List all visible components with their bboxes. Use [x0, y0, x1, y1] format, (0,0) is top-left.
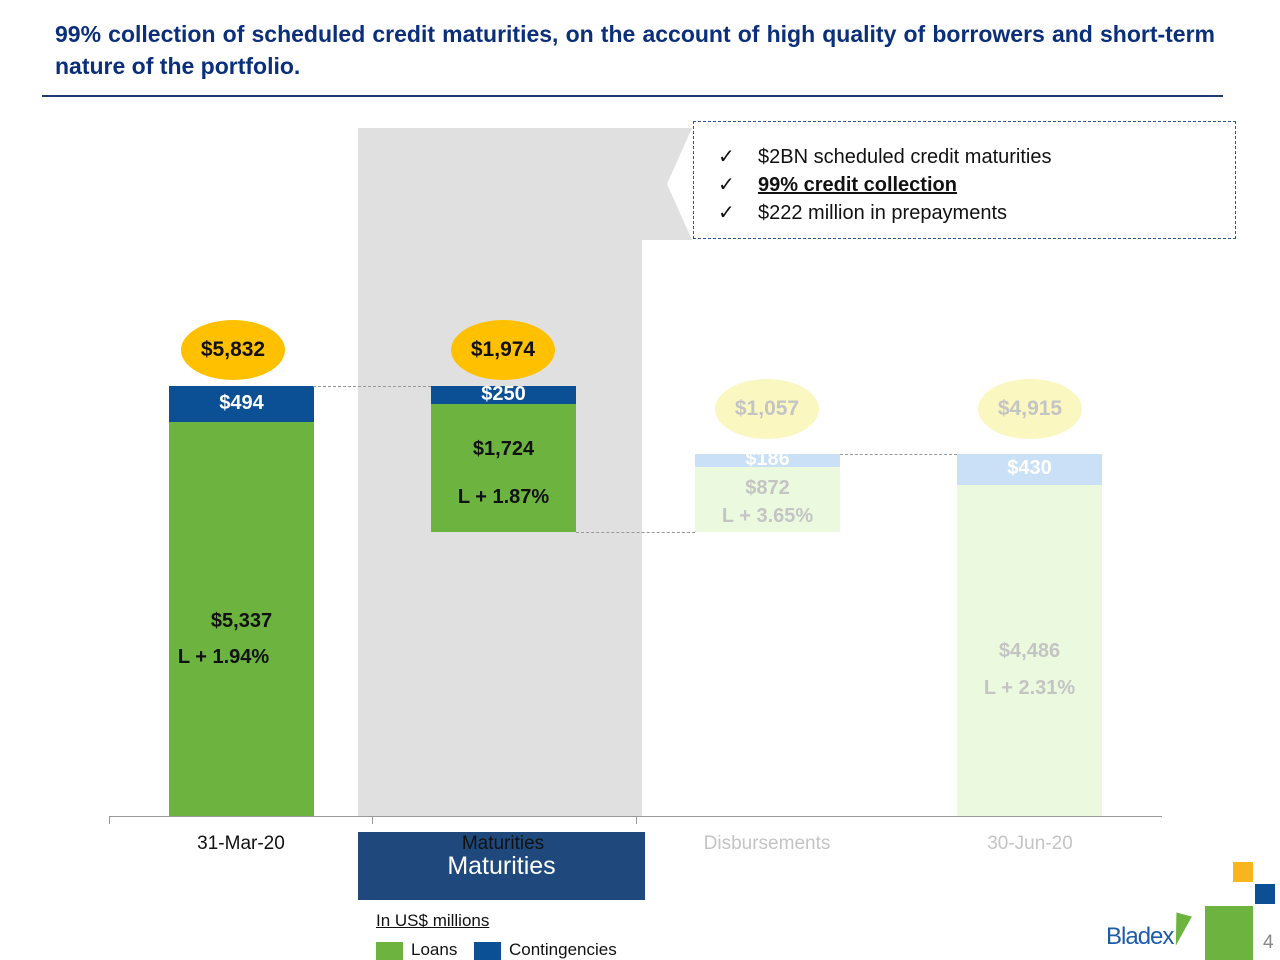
logo-square-green: [1205, 906, 1253, 960]
bar-loans: [695, 467, 840, 532]
checkmark-icon: ✓: [718, 202, 735, 224]
connector-line: [840, 453, 957, 455]
loan-label: $1,724: [472, 438, 535, 460]
units-note: In US$ millions: [376, 911, 490, 930]
contingency-label: $186: [745, 448, 790, 471]
rate-label: L + 1.94%: [177, 646, 270, 668]
logo-square-blue: [1255, 884, 1275, 904]
checkmark-icon: ✓: [718, 146, 735, 168]
bar-contingencies: [169, 386, 314, 423]
page-number: 4: [1263, 932, 1274, 953]
total-bubble: $1,057: [715, 378, 819, 439]
logo-square-yellow: [1233, 862, 1253, 882]
x-tick-label: Disbursements: [703, 833, 831, 854]
legend-swatch-loans: [376, 942, 403, 960]
callout-item: ✓ $2BN scheduled credit maturities: [718, 146, 1052, 168]
bar-loans: [431, 404, 576, 532]
connector-line: [576, 531, 695, 533]
x-tick-label: Maturities: [461, 833, 545, 854]
legend-label-contingencies: Contingencies: [509, 940, 617, 959]
x-axis-tick: [109, 816, 110, 824]
x-axis-tick: [372, 816, 373, 824]
rate-label: L + 3.65%: [721, 505, 814, 527]
total-bubble: $1,974: [451, 320, 555, 380]
contingency-label: $494: [219, 392, 264, 415]
rate-label: L + 1.87%: [457, 486, 550, 508]
total-bubble: $5,832: [181, 320, 285, 381]
contingency-label: $430: [1007, 457, 1052, 480]
loan-label: $5,337: [210, 610, 273, 632]
bar-contingencies: [957, 453, 1102, 486]
loan-label: $872: [745, 477, 790, 499]
bar-contingencies: [695, 453, 840, 468]
x-tick-label: 30-Jun-20: [987, 833, 1073, 854]
bar-contingencies: [431, 386, 576, 405]
x-tick-label: 31-Mar-20: [197, 833, 285, 854]
bladex-logo: Bladex: [1106, 923, 1174, 950]
callout-arrow: [642, 128, 692, 240]
contingency-label: $250: [481, 383, 526, 406]
title-divider: [42, 95, 1223, 97]
rate-label: L + 2.31%: [983, 677, 1076, 699]
callout-box: ✓ $2BN scheduled credit maturities ✓ 99% c…: [693, 121, 1236, 239]
loan-label: $4,486: [998, 640, 1061, 662]
x-axis: [109, 816, 1162, 817]
bar-loans: [957, 485, 1102, 816]
maturities-label-box: Maturities: [358, 832, 645, 900]
bladex-bird-icon: [1168, 912, 1192, 948]
x-axis-tick: [636, 816, 637, 824]
callout-item: ✓ 99% credit collection: [718, 174, 957, 196]
bar-loans: [169, 422, 314, 816]
checkmark-icon: ✓: [718, 174, 735, 196]
connector-line: [313, 386, 431, 388]
legend-label-loans: Loans: [411, 940, 458, 959]
legend-swatch-contingencies: [474, 942, 501, 960]
page-title: 99% collection of scheduled credit matur…: [55, 21, 1215, 79]
callout-item: ✓ $222 million in prepayments: [718, 202, 1008, 224]
total-bubble: $4,915: [978, 378, 1082, 439]
